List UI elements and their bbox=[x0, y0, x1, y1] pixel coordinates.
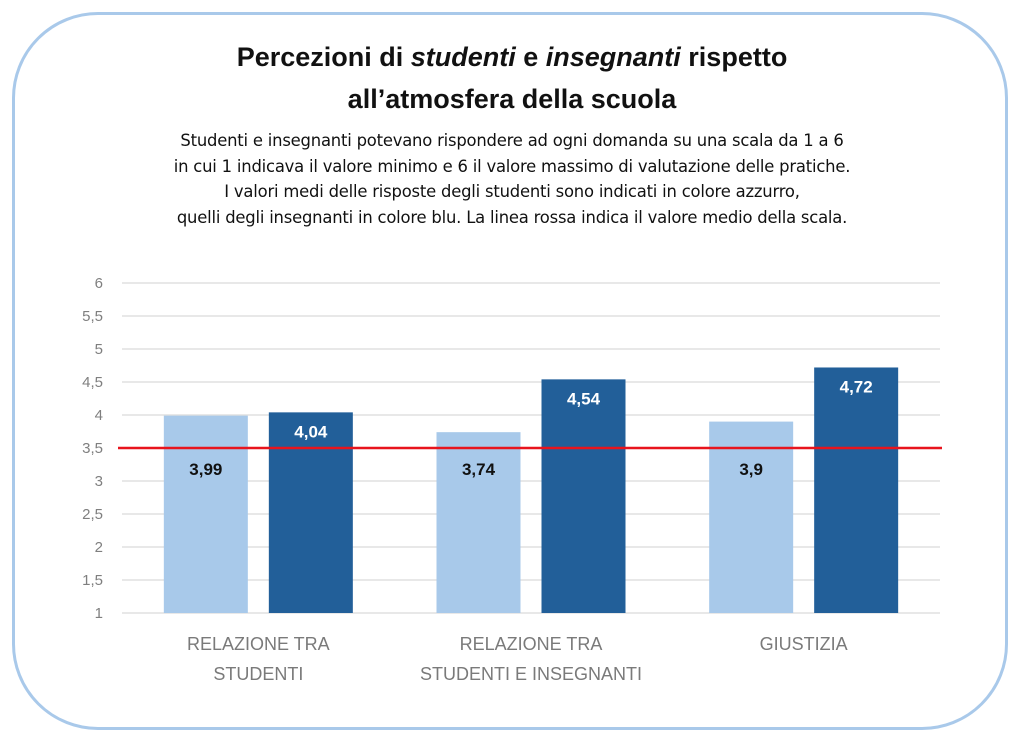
y-tick-label: 3 bbox=[95, 473, 103, 490]
data-label: 4,72 bbox=[840, 377, 873, 396]
y-tick-label: 2,5 bbox=[82, 506, 103, 523]
y-tick-label: 1 bbox=[95, 605, 103, 622]
title-text: e bbox=[515, 42, 546, 72]
title-italic-teachers: insegnanti bbox=[545, 42, 681, 72]
x-category-label-line: RELAZIONE TRA bbox=[187, 634, 330, 654]
title-text: rispetto bbox=[680, 42, 788, 72]
y-tick-label: 4,5 bbox=[82, 374, 103, 391]
bar-teachers bbox=[541, 379, 626, 613]
x-category-label-line: GIUSTIZIA bbox=[760, 634, 848, 654]
y-tick-label: 4 bbox=[95, 407, 103, 424]
y-tick-label: 2 bbox=[95, 539, 103, 556]
chart-title: Percezioni di studenti e insegnanti risp… bbox=[0, 36, 1024, 120]
bar-teachers bbox=[268, 412, 353, 613]
bar-teachers bbox=[814, 367, 899, 613]
x-axis-categories: RELAZIONE TRA STUDENTI RELAZIONE TRA STUDEN… bbox=[187, 634, 848, 684]
data-label: 3,9 bbox=[739, 460, 763, 479]
y-tick-label: 3,5 bbox=[82, 440, 103, 457]
data-label: 3,99 bbox=[189, 460, 222, 479]
x-category-label: RELAZIONE TRA STUDENTI bbox=[187, 634, 330, 684]
data-label: 4,54 bbox=[567, 389, 601, 408]
data-label: 4,04 bbox=[294, 422, 328, 441]
title-line-1: Percezioni di studenti e insegnanti risp… bbox=[0, 36, 1024, 78]
data-labels: 3,99 3,74 3,9 4,04 4,54 4,72 bbox=[189, 377, 872, 479]
chart-description: Studenti e insegnanti potevano risponder… bbox=[0, 128, 1024, 230]
y-tick-label: 5,5 bbox=[82, 308, 103, 325]
x-category-label-line: STUDENTI E INSEGNANTI bbox=[420, 664, 642, 684]
x-category-label: GIUSTIZIA bbox=[760, 634, 848, 654]
y-axis-ticks: 1 1,5 2 2,5 3 3,5 4 4,5 5 5,5 6 bbox=[82, 275, 103, 622]
bar-students bbox=[436, 432, 521, 613]
title-italic-students: studenti bbox=[410, 42, 516, 72]
description-line: in cui 1 indicava il valore minimo e 6 i… bbox=[173, 156, 851, 176]
description-line: quelli degli insegnanti in colore blu. L… bbox=[176, 207, 848, 227]
bars bbox=[163, 367, 899, 613]
y-tick-label: 1,5 bbox=[82, 572, 103, 589]
title-line-2: all’atmosfera della scuola bbox=[347, 84, 677, 114]
bar-students bbox=[709, 421, 794, 613]
x-category-label-line: STUDENTI bbox=[213, 664, 303, 684]
x-category-label-line: RELAZIONE TRA bbox=[460, 634, 603, 654]
y-tick-label: 5 bbox=[95, 341, 103, 358]
data-label: 3,74 bbox=[462, 460, 496, 479]
y-tick-label: 6 bbox=[95, 275, 103, 292]
bar-students bbox=[163, 415, 248, 613]
description-line: I valori medi delle risposte degli stude… bbox=[224, 182, 800, 201]
x-category-label: RELAZIONE TRA STUDENTI E INSEGNANTI bbox=[420, 634, 642, 684]
description-line: Studenti e insegnanti potevano risponder… bbox=[180, 131, 844, 150]
title-text: Percezioni di bbox=[236, 42, 411, 72]
